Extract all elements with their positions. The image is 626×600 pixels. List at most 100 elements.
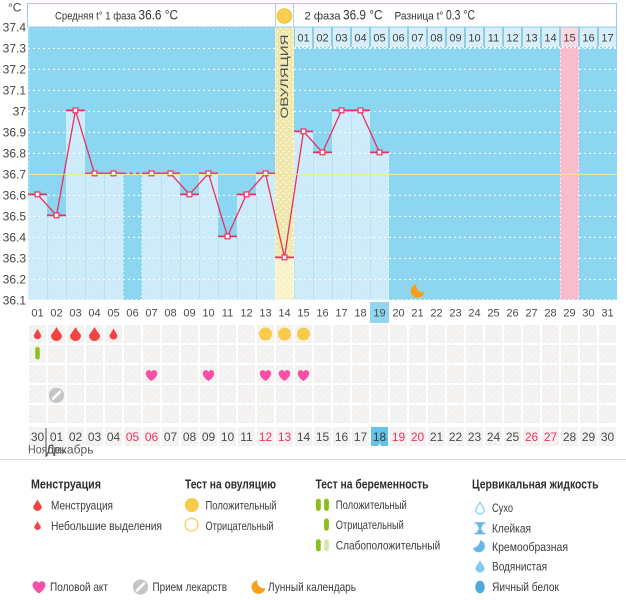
svg-text:18: 18	[373, 430, 387, 444]
svg-text:Ноябрь: Ноябрь	[28, 443, 65, 457]
svg-text:36.5: 36.5	[3, 210, 27, 224]
svg-text:02: 02	[50, 308, 62, 320]
svg-text:Менструация: Менструация	[31, 478, 101, 492]
svg-text:24: 24	[468, 308, 480, 320]
svg-text:11: 11	[222, 308, 233, 320]
svg-text:27: 27	[525, 308, 537, 320]
svg-text:30: 30	[601, 430, 615, 444]
svg-text:20: 20	[392, 308, 404, 320]
svg-text:10: 10	[202, 308, 214, 320]
svg-text:12: 12	[506, 33, 518, 45]
svg-text:Кремообразная: Кремообразная	[492, 540, 568, 554]
svg-text:11: 11	[488, 33, 499, 45]
svg-text:36.9 °C: 36.9 °C	[343, 8, 383, 23]
svg-text:Лунный календарь: Лунный календарь	[268, 580, 356, 594]
svg-text:12: 12	[259, 430, 273, 444]
svg-text:01: 01	[31, 308, 43, 320]
svg-text:04: 04	[354, 33, 366, 45]
svg-text:07: 07	[411, 33, 423, 45]
svg-text:21: 21	[430, 430, 444, 444]
svg-text:13: 13	[525, 33, 537, 45]
svg-text:09: 09	[449, 33, 461, 45]
svg-text:ОВУЛЯЦИЯ: ОВУЛЯЦИЯ	[279, 34, 291, 118]
svg-text:03: 03	[335, 33, 347, 45]
svg-text:25: 25	[487, 308, 499, 320]
svg-text:14: 14	[297, 430, 311, 444]
svg-text:08: 08	[164, 308, 176, 320]
svg-text:36.1: 36.1	[3, 294, 27, 308]
svg-text:07: 07	[164, 430, 178, 444]
svg-text:14: 14	[544, 33, 556, 45]
svg-text:04: 04	[88, 308, 100, 320]
svg-text:06: 06	[126, 308, 138, 320]
svg-text:2 фаза: 2 фаза	[305, 11, 342, 23]
svg-text:16: 16	[316, 308, 328, 320]
svg-text:Средняя t° 1 фаза: Средняя t° 1 фаза	[55, 11, 137, 23]
svg-text:Отрицательный: Отрицательный	[206, 519, 274, 533]
svg-text:08: 08	[430, 33, 442, 45]
svg-text:02: 02	[316, 33, 328, 45]
svg-text:19: 19	[392, 430, 406, 444]
svg-text:30: 30	[31, 430, 45, 444]
svg-text:Тест на беременность: Тест на беременность	[316, 478, 429, 492]
svg-text:01: 01	[50, 430, 64, 444]
svg-text:37.4: 37.4	[3, 21, 27, 35]
svg-text:16: 16	[335, 430, 349, 444]
svg-text:37.2: 37.2	[3, 63, 27, 77]
svg-text:31: 31	[601, 308, 613, 320]
svg-text:05: 05	[107, 308, 119, 320]
svg-text:22: 22	[430, 308, 442, 320]
svg-text:26: 26	[525, 430, 539, 444]
svg-text:05: 05	[126, 430, 140, 444]
svg-text:14: 14	[278, 308, 290, 320]
svg-text:Водянистая: Водянистая	[492, 560, 547, 574]
svg-text:36.4: 36.4	[3, 231, 27, 245]
svg-text:29: 29	[582, 430, 596, 444]
svg-text:28: 28	[563, 430, 577, 444]
svg-text:°C: °C	[8, 1, 22, 15]
svg-text:Клейкая: Клейкая	[492, 521, 531, 535]
svg-text:15: 15	[563, 33, 575, 45]
svg-text:19: 19	[373, 308, 385, 320]
svg-text:37: 37	[13, 105, 27, 119]
svg-text:Тест на овуляцию: Тест на овуляцию	[185, 478, 276, 492]
svg-text:04: 04	[107, 430, 121, 444]
svg-text:Декабрь: Декабрь	[47, 443, 94, 457]
svg-text:30: 30	[582, 308, 594, 320]
svg-text:Положительный: Положительный	[336, 498, 407, 512]
svg-text:0.3 °C: 0.3 °C	[446, 8, 475, 23]
svg-text:01: 01	[297, 33, 309, 45]
svg-text:Половой акт: Половой акт	[50, 580, 108, 594]
svg-text:20: 20	[411, 430, 425, 444]
svg-text:25: 25	[506, 430, 520, 444]
svg-text:36.3: 36.3	[3, 252, 27, 266]
svg-text:07: 07	[145, 308, 157, 320]
svg-text:09: 09	[202, 430, 216, 444]
svg-text:17: 17	[354, 430, 368, 444]
svg-text:12: 12	[240, 308, 252, 320]
svg-text:36.2: 36.2	[3, 273, 27, 287]
svg-text:Цервикальная жидкость: Цервикальная жидкость	[472, 478, 599, 492]
svg-text:15: 15	[316, 430, 330, 444]
svg-text:16: 16	[582, 33, 594, 45]
svg-text:17: 17	[601, 33, 613, 45]
svg-text:06: 06	[392, 33, 404, 45]
svg-text:08: 08	[183, 430, 197, 444]
svg-text:37.1: 37.1	[3, 84, 27, 98]
svg-text:26: 26	[506, 308, 518, 320]
svg-text:21: 21	[411, 308, 423, 320]
svg-text:Сухо: Сухо	[492, 501, 513, 515]
svg-text:Менструация: Менструация	[51, 499, 113, 513]
svg-text:22: 22	[449, 430, 463, 444]
svg-text:17: 17	[335, 308, 347, 320]
svg-text:Слабоположительный: Слабоположительный	[336, 539, 441, 553]
svg-text:02: 02	[69, 430, 83, 444]
svg-text:28: 28	[544, 308, 556, 320]
svg-text:13: 13	[278, 430, 292, 444]
svg-text:23: 23	[468, 430, 482, 444]
svg-text:36.6 °C: 36.6 °C	[139, 8, 179, 23]
svg-text:03: 03	[88, 430, 102, 444]
svg-text:09: 09	[183, 308, 195, 320]
svg-text:24: 24	[487, 430, 501, 444]
svg-text:11: 11	[240, 430, 253, 444]
